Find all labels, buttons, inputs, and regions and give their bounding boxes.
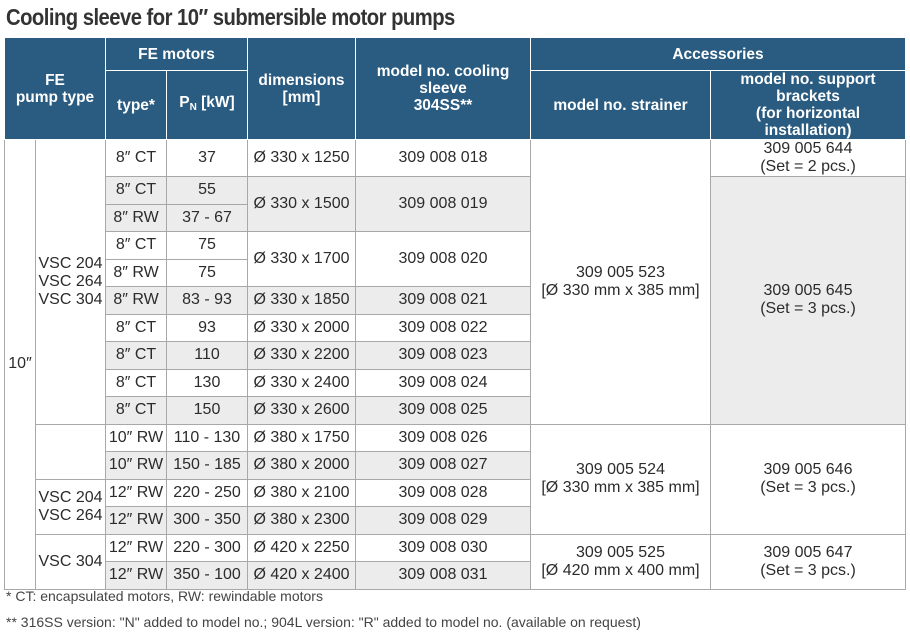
sleeve-dimensions: Ø 380 x 1750 (247, 423, 356, 452)
motor-type: 12″ RW (105, 561, 167, 590)
sleeve-dimensions: Ø 330 x 1700 (247, 231, 356, 287)
bracket-3: 309 005 646 (Set = 3 pcs.) (710, 423, 906, 535)
motor-type: 8″ CT (105, 139, 167, 177)
motor-power: 300 - 350 (166, 506, 248, 535)
header-accessories: Accessories (530, 37, 906, 71)
motor-power: 350 - 100 (166, 561, 248, 590)
motor-power: 37 - 67 (166, 203, 248, 232)
bracket-2: 309 005 645 (Set = 3 pcs.) (710, 176, 906, 425)
sleeve-model: 309 008 022 (355, 313, 531, 342)
sleeve-dimensions: Ø 380 x 2000 (247, 451, 356, 480)
footnote-versions: ** 316SS version: "N" added to model no.… (6, 614, 641, 630)
sleeve-dimensions: Ø 330 x 1500 (247, 176, 356, 232)
header-strainer: model no. strainer (530, 70, 711, 140)
motor-type: 8″ CT (105, 313, 167, 342)
motor-power: 220 - 300 (166, 533, 248, 562)
sleeve-model: 309 008 029 (355, 506, 531, 535)
header-cooling-sleeve: model no. cooling sleeve 304SS** (355, 37, 531, 140)
sleeve-dimensions: Ø 330 x 1850 (247, 286, 356, 315)
pump-group-1: VSC 204 VSC 264 VSC 304 (35, 139, 106, 425)
sleeve-dimensions: Ø 330 x 2400 (247, 368, 356, 397)
sleeve-dimensions: Ø 420 x 2250 (247, 533, 356, 562)
header-dimensions: dimensions [mm] (247, 37, 356, 140)
header-fe-motors: FE motors (105, 37, 248, 71)
motor-power: 150 - 185 (166, 451, 248, 480)
motor-type: 8″ RW (105, 258, 167, 287)
motor-type: 8″ RW (105, 203, 167, 232)
motor-power: 55 (166, 176, 248, 205)
motor-type: 8″ CT (105, 341, 167, 370)
motor-power: 150 (166, 396, 248, 425)
motor-type: 12″ RW (105, 478, 167, 507)
sleeve-dimensions: Ø 330 x 2000 (247, 313, 356, 342)
motor-type: 8″ CT (105, 368, 167, 397)
motor-power: 110 - 130 (166, 423, 248, 452)
sleeve-dimensions: Ø 330 x 1250 (247, 139, 356, 177)
motor-type: 8″ CT (105, 231, 167, 260)
sleeve-model: 309 008 031 (355, 561, 531, 590)
pump-group-blank (35, 423, 106, 480)
motor-power: 220 - 250 (166, 478, 248, 507)
sleeve-model: 309 008 021 (355, 286, 531, 315)
motor-type: 8″ RW (105, 286, 167, 315)
bracket-1: 309 005 644 (Set = 2 pcs.) (710, 139, 906, 177)
header-type: type* (105, 70, 167, 140)
strainer-3: 309 005 525 [Ø 420 mm x 400 mm] (530, 533, 711, 590)
motor-power: 37 (166, 139, 248, 177)
pump-group-2: VSC 204 VSC 264 (35, 478, 106, 535)
sleeve-model: 309 008 020 (355, 231, 531, 287)
sleeve-dimensions: Ø 330 x 2600 (247, 396, 356, 425)
motor-power: 130 (166, 368, 248, 397)
sleeve-model: 309 008 028 (355, 478, 531, 507)
motor-type: 12″ RW (105, 533, 167, 562)
sleeve-model: 309 008 030 (355, 533, 531, 562)
motor-type: 10″ RW (105, 451, 167, 480)
motor-power: 75 (166, 231, 248, 260)
footnote-motor-types: * CT: encapsulated motors, RW: rewindabl… (6, 588, 323, 604)
motor-power: 75 (166, 258, 248, 287)
header-support-brackets: model no. support brackets (for horizonta… (710, 70, 906, 140)
sleeve-model: 309 008 023 (355, 341, 531, 370)
sleeve-model: 309 008 025 (355, 396, 531, 425)
sleeve-model: 309 008 026 (355, 423, 531, 452)
header-pump-type: FE pump type (4, 37, 106, 140)
bracket-4: 309 005 647 (Set = 3 pcs.) (710, 533, 906, 590)
motor-type: 8″ CT (105, 396, 167, 425)
motor-power: 83 - 93 (166, 286, 248, 315)
cooling-sleeve-table: FE pump type FE motors dimensions [mm] mod… (4, 37, 906, 590)
motor-power: 93 (166, 313, 248, 342)
sleeve-model: 309 008 019 (355, 176, 531, 232)
pump-group-3: VSC 304 (35, 533, 106, 590)
motor-type: 10″ RW (105, 423, 167, 452)
sleeve-dimensions: Ø 330 x 2200 (247, 341, 356, 370)
strainer-1: 309 005 523 [Ø 330 mm x 385 mm] (530, 139, 711, 425)
sleeve-dimensions: Ø 380 x 2100 (247, 478, 356, 507)
strainer-2: 309 005 524 [Ø 330 mm x 385 mm] (530, 423, 711, 535)
header-pn: PN [kW] (166, 70, 248, 140)
page-title: Cooling sleeve for 10″ submersible motor… (6, 4, 455, 30)
sleeve-dimensions: Ø 420 x 2400 (247, 561, 356, 590)
motor-type: 12″ RW (105, 506, 167, 535)
sleeve-model: 309 008 018 (355, 139, 531, 177)
motor-power: 110 (166, 341, 248, 370)
sleeve-model: 309 008 024 (355, 368, 531, 397)
sleeve-model: 309 008 027 (355, 451, 531, 480)
size-cell: 10″ (4, 139, 36, 590)
sleeve-dimensions: Ø 380 x 2300 (247, 506, 356, 535)
motor-type: 8″ CT (105, 176, 167, 205)
